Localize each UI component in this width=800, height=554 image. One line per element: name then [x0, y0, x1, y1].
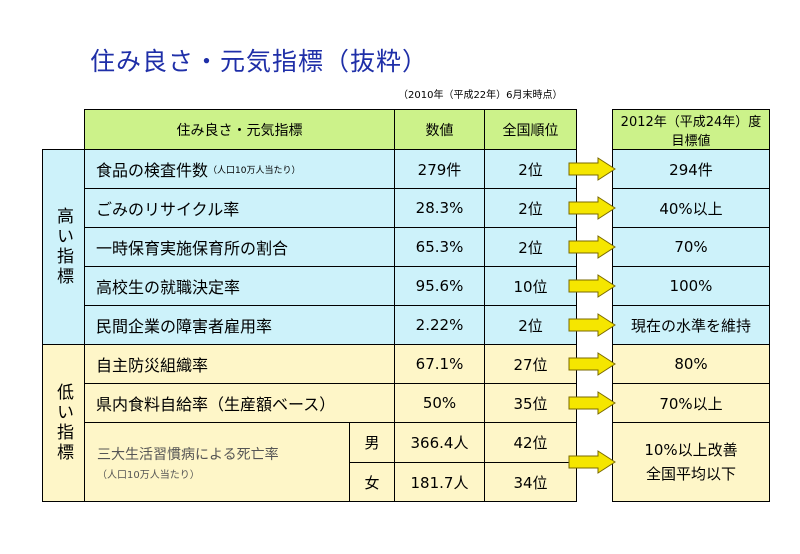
disease-female-value: 181.7人 — [394, 462, 485, 502]
target-recycling: 40%以上 — [612, 188, 770, 228]
disease-male-value: 366.4人 — [394, 422, 485, 463]
target-disability: 現在の水準を維持 — [612, 305, 770, 345]
row-childcare-rank: 2位 — [484, 227, 577, 267]
disease-female-label: 女 — [349, 462, 395, 502]
target-food-self-sufficiency: 70%以上 — [612, 383, 770, 423]
target-food-inspection: 294件 — [612, 149, 770, 189]
target-employment: 100% — [612, 266, 770, 306]
target-childcare: 70% — [612, 227, 770, 267]
arrow-right-icon — [568, 235, 616, 259]
arrow-right-icon — [568, 352, 616, 376]
row-childcare-value: 65.3% — [394, 227, 485, 267]
header-value: 数値 — [394, 109, 485, 150]
row-recycling-label: ごみのリサイクル率 — [84, 188, 395, 228]
row-disaster-rank: 27位 — [484, 344, 577, 384]
arrow-right-icon — [568, 196, 616, 220]
row-employment-value: 95.6% — [394, 266, 485, 306]
row-recycling-value: 28.3% — [394, 188, 485, 228]
disease-male-rank: 42位 — [484, 422, 577, 463]
target-disease: 10%以上改善 全国平均以下 — [612, 422, 770, 502]
row-disease-label: 三大生活習慣病による死亡率 （人口10万人当たり） — [84, 422, 350, 502]
group-low-label: 低い指標 — [42, 344, 85, 502]
target-header-line2: 目標値 — [671, 133, 711, 149]
page-title: 住み良さ・元気指標（抜粋） — [90, 47, 429, 76]
target-disaster: 80% — [612, 344, 770, 384]
target-disease-line2: 全国平均以下 — [645, 465, 736, 483]
row-food-inspection-rank: 2位 — [484, 149, 577, 189]
row-disaster-label: 自主防災組織率 — [84, 344, 395, 384]
row-food-inspection-note: （人口10万人当たり） — [208, 165, 301, 176]
arrow-right-icon — [568, 313, 616, 337]
as-of-note: （2010年（平成22年）6月末時点） — [398, 90, 563, 101]
row-recycling-rank: 2位 — [484, 188, 577, 228]
disease-note: （人口10万人当たり） — [97, 469, 200, 481]
arrow-right-icon — [568, 274, 616, 298]
disease-title: 三大生活習慣病による死亡率 — [97, 446, 279, 463]
row-childcare-label: 一時保育実施保育所の割合 — [84, 227, 395, 267]
disease-female-rank: 34位 — [484, 462, 577, 502]
arrow-right-icon — [568, 450, 616, 474]
row-food-self-sufficiency-label: 県内食料自給率（生産額ベース） — [84, 383, 395, 423]
target-header-line1: 2012年（平成24年）度 — [620, 114, 762, 130]
row-disability-label: 民間企業の障害者雇用率 — [84, 305, 395, 345]
row-food-inspection-label: 食品の検査件数 （人口10万人当たり） — [84, 149, 395, 189]
header-indicator: 住み良さ・元気指標 — [84, 109, 395, 150]
row-employment-rank: 10位 — [484, 266, 577, 306]
row-disability-rank: 2位 — [484, 305, 577, 345]
row-disaster-value: 67.1% — [394, 344, 485, 384]
row-food-self-sufficiency-rank: 35位 — [484, 383, 577, 423]
arrow-right-icon — [568, 391, 616, 415]
target-disease-line1: 10%以上改善 — [644, 441, 738, 459]
row-food-self-sufficiency-value: 50% — [394, 383, 485, 423]
target-header: 2012年（平成24年）度 目標値 — [612, 109, 770, 150]
row-food-inspection-value: 279件 — [394, 149, 485, 189]
header-rank: 全国順位 — [484, 109, 577, 150]
row-employment-label: 高校生の就職決定率 — [84, 266, 395, 306]
disease-male-label: 男 — [349, 422, 395, 463]
arrow-right-icon — [568, 157, 616, 181]
row-disability-value: 2.22% — [394, 305, 485, 345]
group-high-label: 高い指標 — [42, 149, 85, 345]
